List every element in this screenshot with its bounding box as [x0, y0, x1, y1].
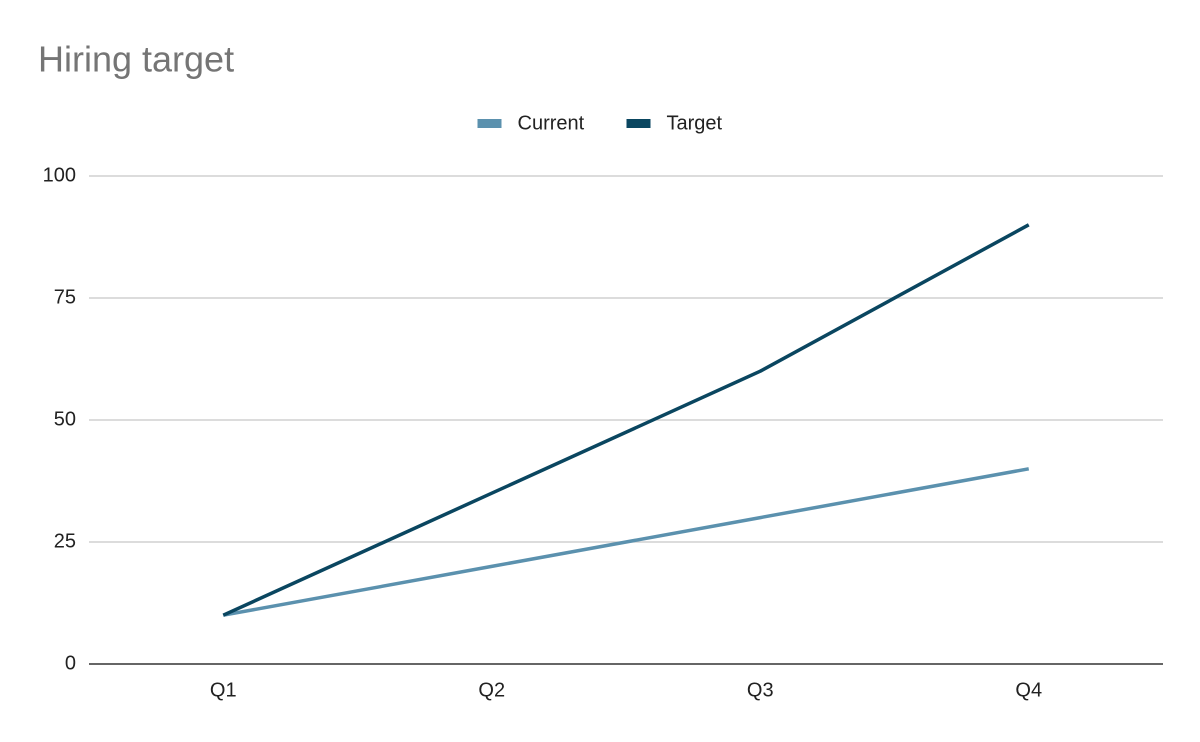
y-tick-label: 0 — [65, 652, 76, 674]
legend-swatch — [626, 119, 651, 128]
y-tick-label: 100 — [43, 164, 76, 186]
legend-swatch — [477, 119, 502, 128]
legend-label: Target — [667, 112, 723, 134]
chart-title: Hiring target — [38, 39, 234, 80]
x-tick-label: Q3 — [747, 679, 774, 701]
y-tick-label: 25 — [54, 530, 76, 552]
x-tick-label: Q2 — [478, 679, 505, 701]
x-tick-label: Q1 — [210, 679, 237, 701]
series-line — [222, 467, 1030, 617]
x-tick-label: Q4 — [1015, 679, 1042, 701]
y-tick-label: 75 — [54, 286, 76, 308]
series-line — [222, 223, 1030, 617]
legend-label: Current — [518, 112, 585, 134]
y-tick-label: 50 — [54, 408, 76, 430]
